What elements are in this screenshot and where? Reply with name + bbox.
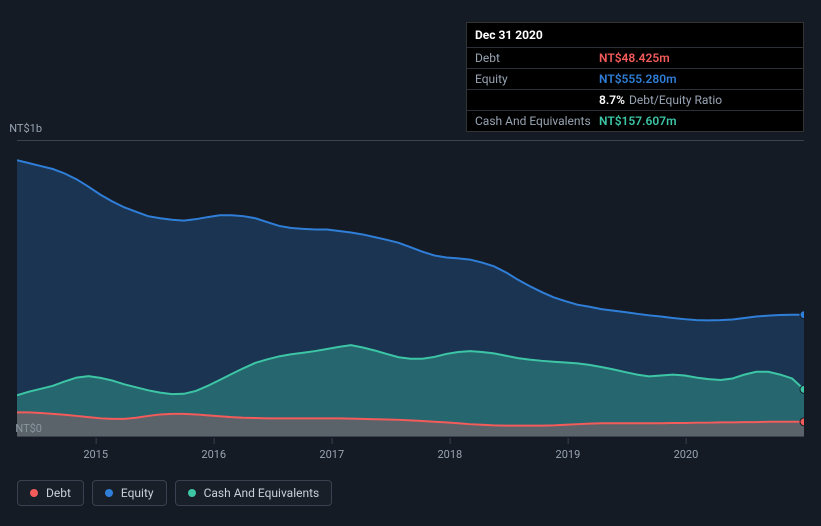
tooltip-row-label: Equity: [475, 72, 599, 86]
tooltip-row-label: Debt: [475, 51, 599, 65]
tooltip-row: Cash And EquivalentsNT$157.607m: [467, 111, 803, 131]
x-axis-tick: 2017: [319, 448, 344, 461]
legend-dot: [105, 489, 113, 497]
tooltip-row-value: 8.7%Debt/Equity Ratio: [599, 93, 722, 107]
chart-svg: [17, 141, 804, 436]
x-axis-tick: 2016: [201, 448, 226, 461]
series-end-marker-equity: [800, 311, 804, 319]
tooltip-row-suffix: Debt/Equity Ratio: [629, 93, 722, 107]
legend-label: Equity: [121, 486, 154, 500]
y-axis-max-label: NT$1b: [4, 122, 42, 135]
chart-tooltip: Dec 31 2020 DebtNT$48.425mEquityNT$555.2…: [466, 22, 804, 132]
tooltip-row-label: [475, 93, 599, 107]
series-end-marker-cash: [800, 385, 804, 393]
chart-legend: Debt Equity Cash And Equivalents: [17, 480, 332, 506]
x-axis-tick: 2020: [674, 448, 699, 461]
chart-plot-area: [17, 140, 804, 437]
tooltip-row-label: Cash And Equivalents: [475, 114, 599, 128]
legend-item-cash-and-equivalents[interactable]: Cash And Equivalents: [175, 480, 333, 506]
legend-label: Cash And Equivalents: [204, 486, 320, 500]
x-axis-tick: 2015: [83, 448, 108, 461]
tooltip-row-value: NT$48.425m: [599, 51, 670, 65]
series-end-marker-debt: [800, 418, 804, 426]
tooltip-date: Dec 31 2020: [467, 23, 803, 48]
legend-item-equity[interactable]: Equity: [92, 480, 167, 506]
legend-label: Debt: [46, 486, 71, 500]
x-axis-tick: 2019: [556, 448, 581, 461]
tooltip-row: 8.7%Debt/Equity Ratio: [467, 90, 803, 111]
legend-dot: [30, 489, 38, 497]
legend-item-debt[interactable]: Debt: [17, 480, 84, 506]
legend-dot: [188, 489, 196, 497]
tooltip-row: DebtNT$48.425m: [467, 48, 803, 69]
x-axis-tick: 2018: [437, 448, 462, 461]
tooltip-row: EquityNT$555.280m: [467, 69, 803, 90]
x-axis: 2015 2016 2017 2018 2019 2020: [17, 442, 804, 462]
tooltip-row-value: NT$157.607m: [599, 114, 677, 128]
tooltip-row-value: NT$555.280m: [599, 72, 677, 86]
